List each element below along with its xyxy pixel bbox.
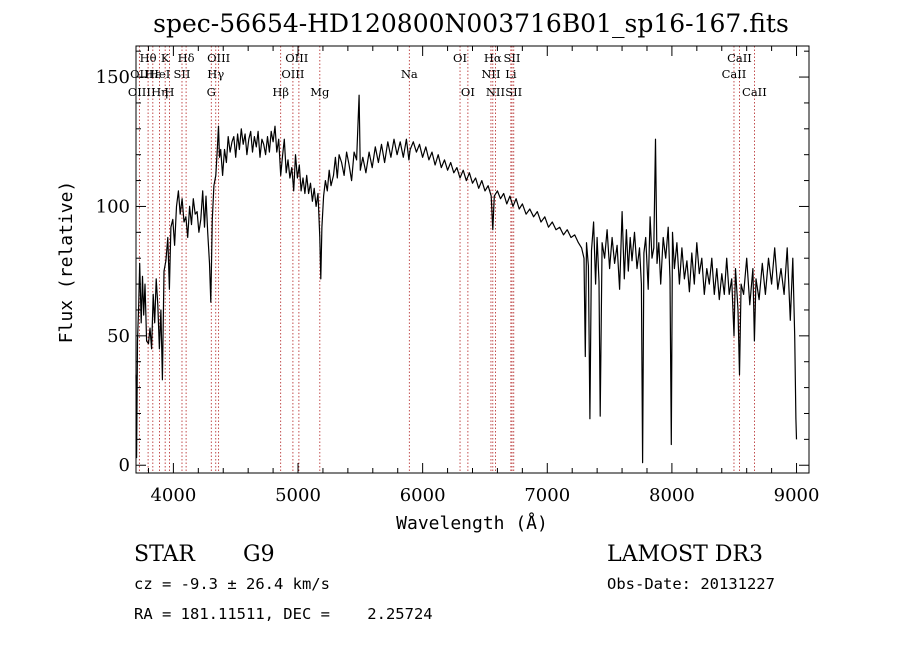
redshift-text: cz = -9.3 ± 26.4 km/s <box>134 575 330 593</box>
x-tick-label: 4000 <box>150 485 196 506</box>
radec-text: RA = 181.11511, DEC = 2.25724 <box>134 605 433 623</box>
survey-name: LAMOST DR3 <box>607 542 763 567</box>
line-label: Hα <box>484 51 502 65</box>
line-label: CaII <box>722 67 747 81</box>
y-tick-label: 50 <box>107 326 130 347</box>
line-label: Hγ <box>207 67 224 81</box>
line-label: Hβ <box>272 85 289 99</box>
line-label: NII <box>481 67 500 81</box>
line-label: Hδ <box>178 51 195 65</box>
line-label: K <box>161 51 170 65</box>
chart-title: spec-56654-HD120800N003716B01_sp16-167.f… <box>153 9 789 38</box>
y-tick-label: 0 <box>119 455 130 476</box>
plot-frame <box>135 45 810 474</box>
y-axis-label: Flux (relative) <box>56 181 77 344</box>
line-markers <box>138 46 755 473</box>
line-label: Mg <box>310 85 330 99</box>
x-tick-label: 6000 <box>400 485 446 506</box>
y-tick-label: 100 <box>96 196 130 217</box>
y-tick-label: 150 <box>96 67 130 88</box>
line-label: HeI <box>149 67 170 81</box>
line-label: Hη <box>151 85 168 99</box>
object-subclass: G9 <box>243 542 275 567</box>
x-tick-label: 7000 <box>524 485 570 506</box>
line-label: OIII <box>207 51 230 65</box>
x-axis-label: Wavelength (Å) <box>396 512 548 534</box>
line-label: CaII <box>742 85 767 99</box>
line-label: H <box>164 85 174 99</box>
line-label: OII <box>130 67 149 81</box>
line-label: OI <box>461 85 475 99</box>
x-tick-label: 8000 <box>649 485 695 506</box>
line-label: Na <box>401 67 418 81</box>
line-label: CaII <box>727 51 752 65</box>
line-label: OI <box>453 51 467 65</box>
line-label: Hε <box>145 67 161 81</box>
obs-date-text: Obs-Date: 20131227 <box>607 575 775 593</box>
line-label: OIII <box>285 51 308 65</box>
line-label: OIII <box>281 67 304 81</box>
object-class: STAR <box>134 542 196 567</box>
line-label: NII <box>486 85 505 99</box>
line-label: SII <box>504 51 521 65</box>
line-label: SII <box>505 85 522 99</box>
x-tick-label: 5000 <box>275 485 321 506</box>
line-label: Hθ <box>140 51 157 65</box>
line-label: OIII <box>128 85 151 99</box>
line-label: Li <box>505 67 517 81</box>
x-tick-label: 9000 <box>774 485 820 506</box>
line-label: SII <box>174 67 191 81</box>
spectrum-line <box>135 94 798 464</box>
axis-ticks: 4000 5000 6000 7000 8000 9000 0 50 100 150 <box>96 46 820 506</box>
line-label: G <box>207 85 216 99</box>
